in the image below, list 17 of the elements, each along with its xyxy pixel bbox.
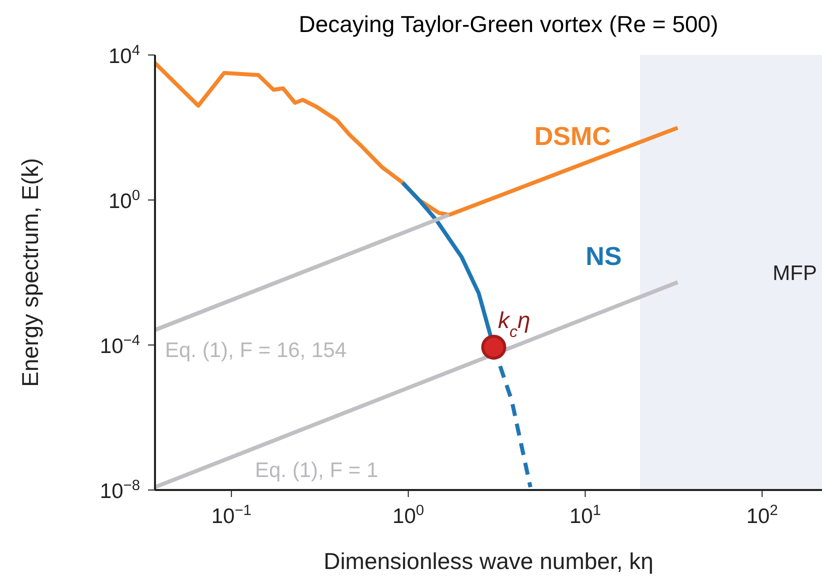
y-tick-label: 10$^{−8}$	[100, 478, 140, 503]
annotation: Eq. (1), F = 1	[255, 459, 378, 482]
annotation: Eq. (1), F = 16, 154	[165, 339, 347, 362]
y-tick-label: 10$^{4}$	[108, 43, 140, 68]
annotation: k$_{c}$η	[498, 307, 530, 341]
x-axis-title: Dimensionless wave number, kη	[324, 548, 654, 574]
chart-title: Decaying Taylor-Green vortex (Re = 500)	[298, 11, 718, 37]
x-tick-label: 10$^{1}$	[569, 503, 601, 528]
band-label: MFP	[772, 262, 817, 285]
y-tick-label: 10$^{0}$	[108, 188, 140, 213]
x-tick-label: 10$^{−1}$	[211, 503, 252, 528]
x-tick-label: 10$^{2}$	[746, 503, 778, 528]
y-tick-label: 10$^{−4}$	[100, 333, 140, 358]
series-label: DSMC	[534, 120, 612, 151]
x-tick-label: 10$^{0}$	[392, 503, 424, 528]
text: NS	[586, 241, 622, 272]
y-axis-title: Energy spectrum, E(k)	[17, 158, 43, 387]
